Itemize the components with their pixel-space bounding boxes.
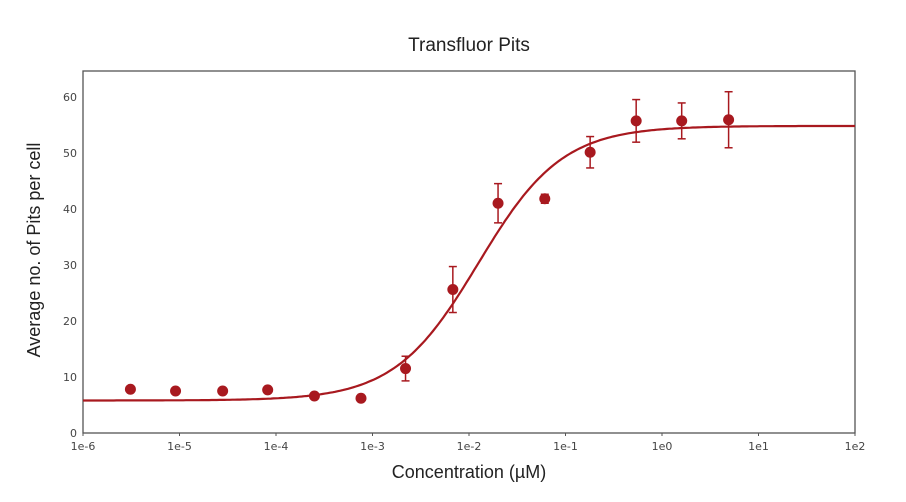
data-point bbox=[400, 363, 412, 375]
data-point bbox=[217, 385, 229, 397]
chart-title: Transfluor Pits bbox=[408, 35, 530, 56]
data-point bbox=[262, 384, 274, 396]
y-tick-label: 60 bbox=[63, 91, 77, 104]
x-tick-label: 1e-5 bbox=[167, 440, 192, 453]
data-point bbox=[584, 146, 596, 158]
fit-curve-group bbox=[83, 124, 855, 402]
data-point bbox=[676, 115, 688, 127]
plot-area bbox=[82, 70, 856, 434]
x-tick-label: 1e-4 bbox=[264, 440, 289, 453]
x-tick-label: 1e-2 bbox=[457, 440, 482, 453]
y-tick-label: 0 bbox=[70, 427, 77, 440]
data-point bbox=[539, 193, 551, 205]
data-point bbox=[630, 115, 642, 127]
x-tick-label: 1e-1 bbox=[553, 440, 578, 453]
data-point bbox=[723, 114, 735, 126]
data-point bbox=[170, 385, 182, 397]
x-axis-label: Concentration (µM) bbox=[392, 462, 546, 482]
y-tick-label: 40 bbox=[63, 203, 77, 216]
data-points bbox=[124, 90, 735, 404]
x-tick-label: 1e-6 bbox=[71, 440, 96, 453]
data-point bbox=[124, 383, 136, 395]
y-axis-label: Average no. of Pits per cell bbox=[24, 143, 44, 358]
x-ticks: 1e-6 1e-5 1e-4 1e-3 1e-2 1e-1 1e0 1e1 1e2 bbox=[71, 433, 866, 453]
fit-curve bbox=[83, 124, 855, 402]
y-tick-label: 30 bbox=[63, 259, 77, 272]
x-tick-label: 1e1 bbox=[748, 440, 769, 453]
y-ticks: 0 10 20 30 40 50 60 bbox=[63, 91, 77, 440]
x-tick-label: 1e2 bbox=[845, 440, 866, 453]
data-point bbox=[308, 390, 320, 402]
data-point bbox=[492, 197, 504, 209]
x-tick-label: 1e0 bbox=[652, 440, 673, 453]
y-tick-label: 50 bbox=[63, 147, 77, 160]
x-tick-label: 1e-3 bbox=[360, 440, 385, 453]
y-tick-label: 10 bbox=[63, 371, 77, 384]
data-point bbox=[355, 392, 367, 404]
data-point bbox=[447, 284, 459, 296]
y-tick-label: 20 bbox=[63, 315, 77, 328]
